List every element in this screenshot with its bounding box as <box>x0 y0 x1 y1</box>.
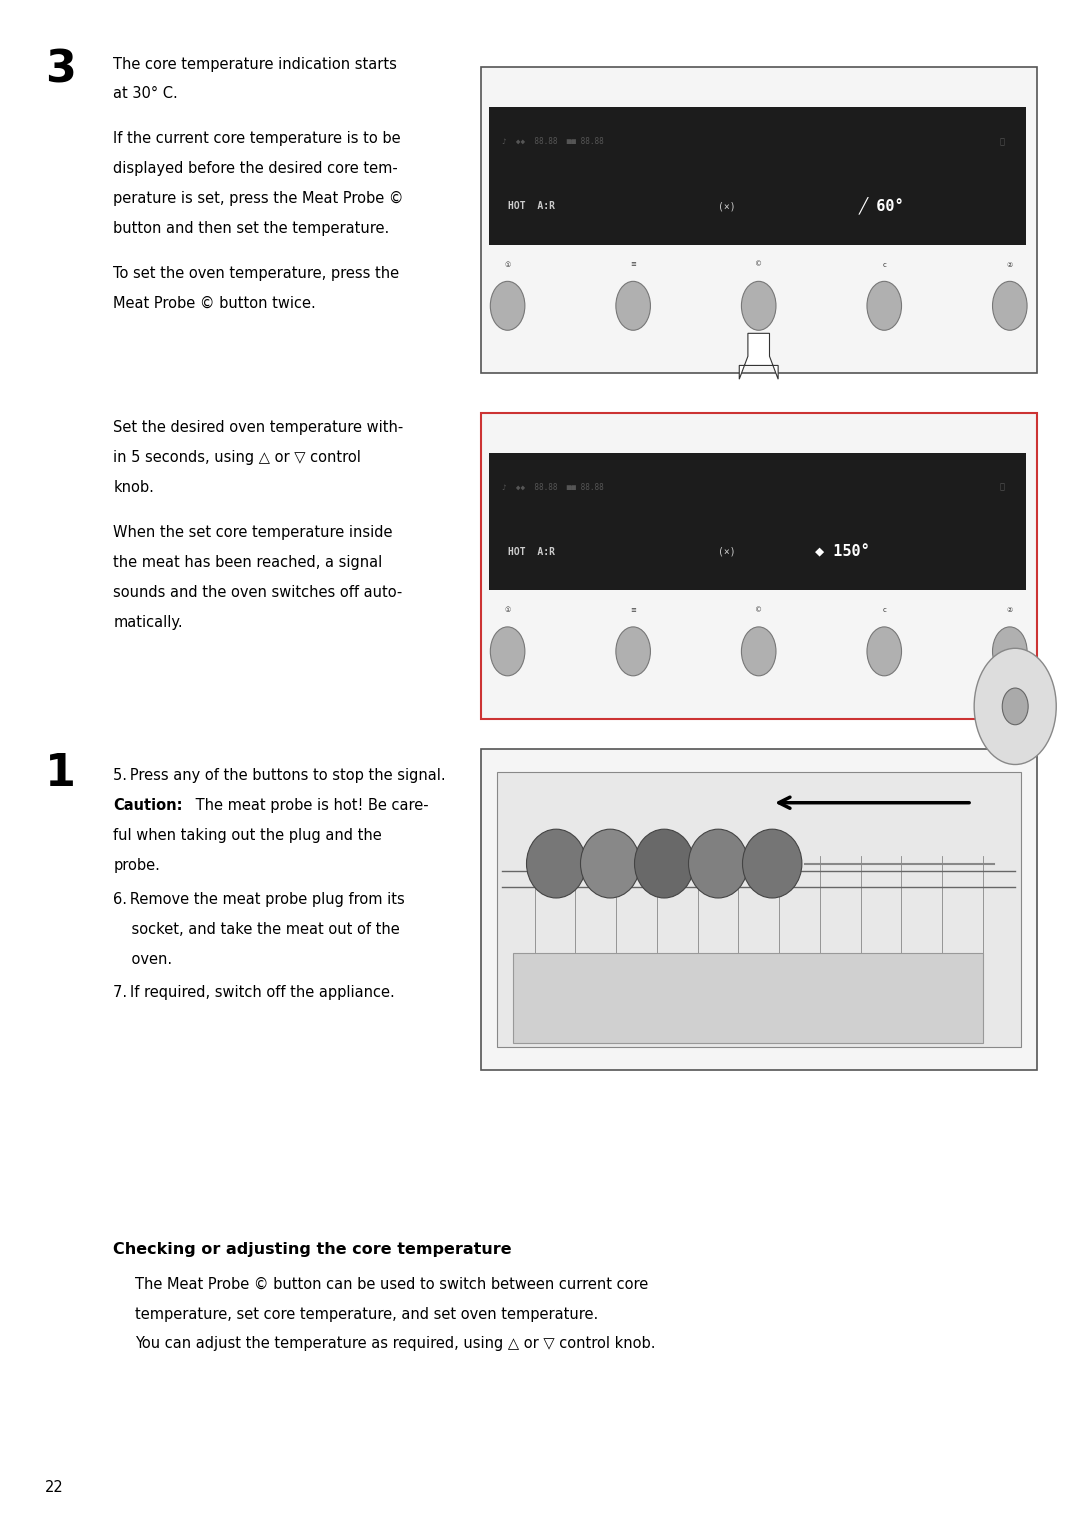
Text: Checking or adjusting the core temperature: Checking or adjusting the core temperatu… <box>113 1242 512 1257</box>
Text: ©: © <box>755 261 762 268</box>
Ellipse shape <box>743 829 802 898</box>
Text: To set the oven temperature, press the: To set the oven temperature, press the <box>113 266 400 281</box>
Ellipse shape <box>635 829 694 898</box>
Text: in 5 seconds, using △ or ▽ control: in 5 seconds, using △ or ▽ control <box>113 450 362 465</box>
Text: (×): (×) <box>718 202 735 211</box>
Text: knob.: knob. <box>113 480 154 495</box>
Text: You can adjust the temperature as required, using △ or ▽ control knob.: You can adjust the temperature as requir… <box>135 1336 656 1352</box>
Text: 7. If required, switch off the appliance.: 7. If required, switch off the appliance… <box>113 985 395 1000</box>
Text: ♪  ◆◆  88.88  ■■ 88.88: ♪ ◆◆ 88.88 ■■ 88.88 <box>502 483 604 491</box>
Text: temperature, set core temperature, and set oven temperature.: temperature, set core temperature, and s… <box>135 1306 598 1321</box>
Text: HOT  A:R: HOT A:R <box>508 547 555 557</box>
Circle shape <box>490 627 525 676</box>
Polygon shape <box>739 333 778 379</box>
Bar <box>481 67 1037 373</box>
Bar <box>497 772 1021 1047</box>
Text: Meat Probe © button twice.: Meat Probe © button twice. <box>113 295 316 310</box>
Circle shape <box>1002 688 1028 725</box>
Circle shape <box>993 627 1027 676</box>
Text: HOT  A:R: HOT A:R <box>508 202 555 211</box>
Circle shape <box>993 281 1027 330</box>
Text: 22: 22 <box>45 1480 64 1495</box>
Text: The core temperature indication starts: The core temperature indication starts <box>113 57 397 72</box>
Ellipse shape <box>580 829 639 898</box>
Text: ⌛: ⌛ <box>999 483 1004 491</box>
Text: c: c <box>882 607 887 613</box>
Text: ②: ② <box>1007 607 1013 613</box>
Bar <box>481 749 1037 1070</box>
Text: The Meat Probe © button can be used to switch between current core: The Meat Probe © button can be used to s… <box>135 1277 648 1292</box>
Text: 5. Press any of the buttons to stop the signal.: 5. Press any of the buttons to stop the … <box>113 768 446 783</box>
Text: ◆ 150°: ◆ 150° <box>815 544 870 560</box>
Text: ②: ② <box>1007 261 1013 268</box>
Text: matically.: matically. <box>113 615 183 630</box>
Text: socket, and take the meat out of the: socket, and take the meat out of the <box>113 922 401 937</box>
Text: ©: © <box>755 607 762 613</box>
Text: Caution:: Caution: <box>113 798 183 813</box>
Text: ≡: ≡ <box>631 261 636 268</box>
Circle shape <box>867 281 902 330</box>
Text: ♪  ◆◆  88.88  ■■ 88.88: ♪ ◆◆ 88.88 ■■ 88.88 <box>502 138 604 145</box>
Text: button and then set the temperature.: button and then set the temperature. <box>113 220 390 235</box>
Text: The meat probe is hot! Be care-: The meat probe is hot! Be care- <box>191 798 429 813</box>
Text: ①: ① <box>504 607 511 613</box>
Text: (×): (×) <box>718 547 735 557</box>
Circle shape <box>490 281 525 330</box>
Text: ⌛: ⌛ <box>999 138 1004 145</box>
Text: 1: 1 <box>45 752 77 795</box>
Bar <box>489 453 1026 590</box>
Text: sounds and the oven switches off auto-: sounds and the oven switches off auto- <box>113 584 403 599</box>
Circle shape <box>742 281 775 330</box>
Text: 6. Remove the meat probe plug from its: 6. Remove the meat probe plug from its <box>113 893 405 907</box>
Text: ╱ 60°: ╱ 60° <box>859 197 904 216</box>
Bar <box>489 107 1026 245</box>
Text: 3: 3 <box>45 49 77 92</box>
Circle shape <box>974 648 1056 764</box>
Bar <box>481 413 1037 719</box>
Text: If the current core temperature is to be: If the current core temperature is to be <box>113 131 401 147</box>
Circle shape <box>616 281 650 330</box>
Circle shape <box>742 627 775 676</box>
Text: displayed before the desired core tem-: displayed before the desired core tem- <box>113 161 399 176</box>
Text: oven.: oven. <box>113 951 173 966</box>
Text: perature is set, press the Meat Probe ©: perature is set, press the Meat Probe © <box>113 191 404 206</box>
Ellipse shape <box>689 829 748 898</box>
Text: Set the desired oven temperature with-: Set the desired oven temperature with- <box>113 420 404 436</box>
Text: at 30° C.: at 30° C. <box>113 86 178 101</box>
Ellipse shape <box>527 829 586 898</box>
Text: ①: ① <box>504 261 511 268</box>
Circle shape <box>867 627 902 676</box>
Text: c: c <box>882 261 887 268</box>
Text: ≡: ≡ <box>631 607 636 613</box>
Circle shape <box>616 627 650 676</box>
Text: the meat has been reached, a signal: the meat has been reached, a signal <box>113 555 382 570</box>
Text: When the set core temperature inside: When the set core temperature inside <box>113 524 393 540</box>
Text: ful when taking out the plug and the: ful when taking out the plug and the <box>113 829 382 842</box>
Text: probe.: probe. <box>113 858 160 873</box>
Bar <box>513 953 983 1043</box>
